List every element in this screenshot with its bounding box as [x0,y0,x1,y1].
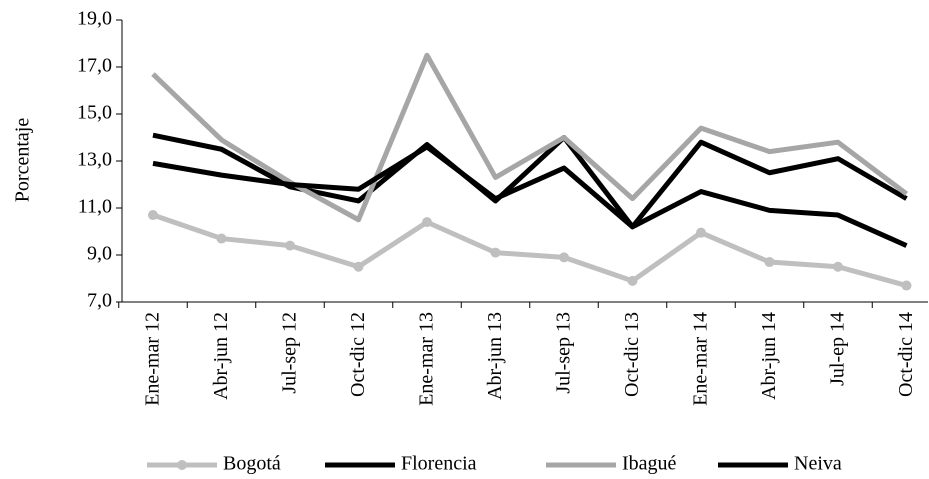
y-tick-label: 11,0 [78,196,112,218]
series-line [151,52,909,223]
series-line [152,212,908,288]
x-tick-label: Ene-mar 13 [416,312,438,406]
y-tick-label: 15,0 [77,102,112,124]
point-marker [285,240,295,251]
point-marker [148,210,158,221]
point-marker [901,280,912,291]
x-tick-label: Abr-jun 12 [210,312,232,400]
legend-label: Neiva [794,453,842,475]
x-tick-label: Ene-mar 12 [142,312,164,406]
legend-marker [177,460,187,470]
x-tick-label: Ene-mar 14 [690,312,712,406]
point-marker [833,261,843,272]
y-tick-label: 17,0 [77,55,112,77]
point-marker [559,252,569,263]
x-tick-label: Oct-dic 14 [895,312,917,397]
series-line [152,144,908,248]
y-axis-label: Porcentaje [12,118,34,203]
point-marker [216,233,227,244]
x-tick-label: Oct-dic 12 [347,312,369,397]
y-tick-label: 7,0 [87,290,112,312]
point-marker [422,217,432,228]
point-marker [353,261,364,272]
y-tick-label: 13,0 [77,149,112,171]
legend-label: Ibagué [622,453,677,475]
legend-label: Bogotá [223,453,281,475]
x-tick-label: Oct-dic 13 [621,312,643,397]
point-marker [627,275,638,286]
x-tick-label: Jul-ep 14 [827,312,849,386]
point-marker [490,247,501,258]
legend-label: Florencia [401,453,477,475]
x-tick-label: Jul-sep 12 [279,312,301,394]
point-marker [764,257,775,268]
x-tick-label: Jul-sep 13 [553,312,575,394]
x-tick-label: Abr-jun 13 [484,312,506,400]
y-tick-label: 19,0 [77,8,112,30]
point-marker [696,227,706,238]
y-tick-label: 9,0 [87,243,112,265]
x-tick-label: Abr-jun 14 [758,312,780,400]
